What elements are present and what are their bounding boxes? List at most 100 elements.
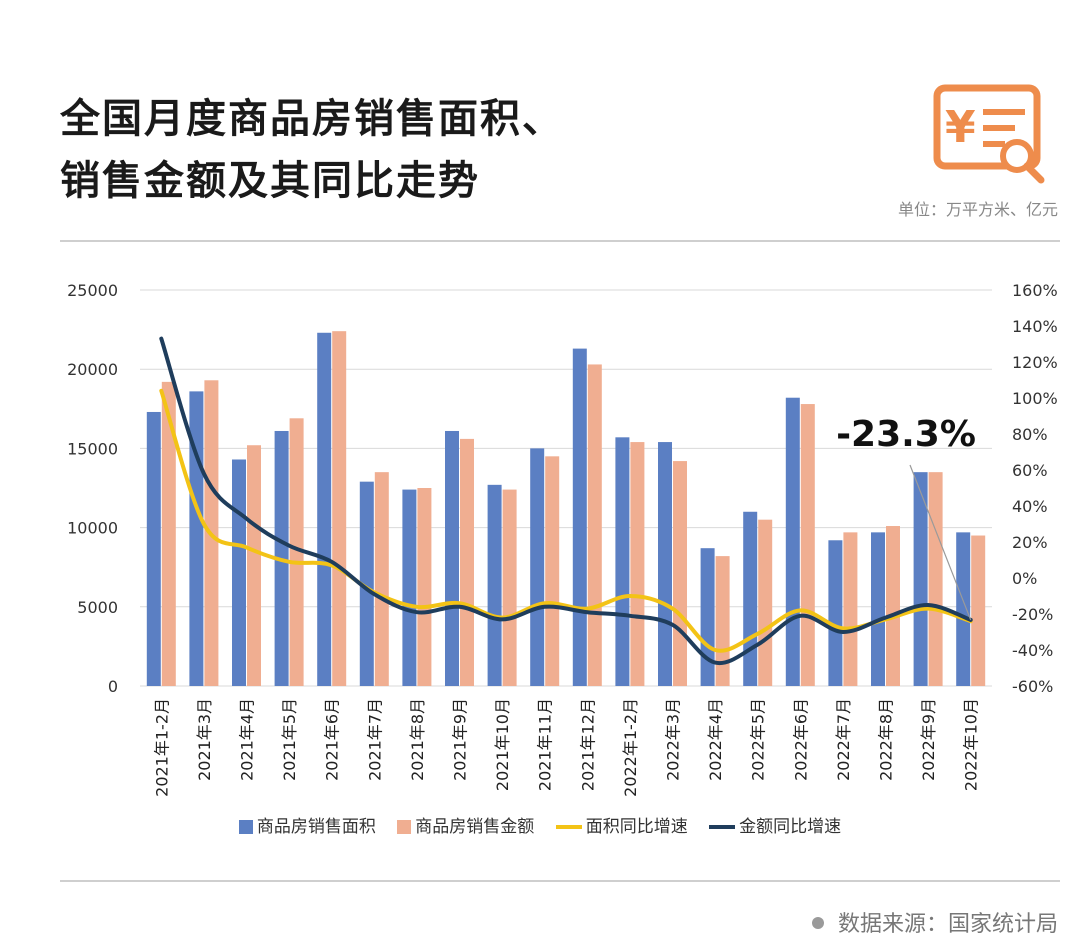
right-tick-label: 80% xyxy=(1012,425,1048,444)
category-label: 2022年6月 xyxy=(791,698,810,781)
amount-bar xyxy=(374,472,389,686)
amount-bar xyxy=(630,442,645,686)
legend-label-area: 商品房销售面积 xyxy=(256,817,376,837)
left-tick-label: 0 xyxy=(108,677,118,696)
amount-bar xyxy=(715,556,730,686)
legend-swatch-amount xyxy=(397,820,412,834)
area-bar xyxy=(785,397,800,686)
amount-bar xyxy=(332,331,347,686)
area-bar xyxy=(317,332,332,686)
area-growth-line xyxy=(159,388,973,653)
amount-bar xyxy=(928,472,943,686)
right-tick-label: -20% xyxy=(1012,605,1053,624)
category-label: 2022年5月 xyxy=(749,698,768,781)
left-tick-label: 5000 xyxy=(77,598,118,617)
area-bar xyxy=(700,548,715,686)
area-bar xyxy=(445,430,459,686)
category-label: 2021年7月 xyxy=(365,698,384,781)
category-label: 2021年9月 xyxy=(451,698,470,781)
title-line-1: 全国月度商品房销售面积、 xyxy=(60,96,564,142)
right-tick-label: 160% xyxy=(1012,281,1058,300)
category-label: 2021年3月 xyxy=(195,698,214,781)
svg-text:¥: ¥ xyxy=(945,102,976,153)
legend-item-area-growth: 面积同比增速 xyxy=(555,812,688,837)
sales-chart: 0 5000 10000 15000 20000 25000 -60% -40% -20% 0% 2… xyxy=(67,281,1058,797)
legend-label-area-growth: 面积同比增速 xyxy=(585,817,688,837)
category-label: 2022年8月 xyxy=(877,698,896,781)
right-tick-label: -60% xyxy=(1012,677,1053,696)
right-tick-label: 40% xyxy=(1012,497,1048,516)
area-bar xyxy=(487,484,502,686)
category-label: 2022年3月 xyxy=(664,698,683,781)
bottom-divider xyxy=(60,880,1060,882)
category-label: 2022年9月 xyxy=(919,698,938,781)
amount-bar xyxy=(289,418,304,686)
bullet-icon xyxy=(811,917,824,929)
amount-bar xyxy=(247,445,261,686)
right-tick-label: 120% xyxy=(1012,353,1058,372)
area-bar xyxy=(658,442,672,686)
page-title: 全国月度商品房销售面积、 销售金额及其同比走势 xyxy=(60,88,564,212)
legend-swatch-area xyxy=(238,820,253,834)
top-divider xyxy=(60,240,1060,242)
amount-bar xyxy=(460,438,474,686)
amount-bar xyxy=(587,364,602,686)
title-line-2: 销售金额及其同比走势 xyxy=(60,158,480,204)
amount-bar xyxy=(502,489,517,686)
category-label: 2021年4月 xyxy=(238,698,257,781)
area-bar xyxy=(828,540,843,686)
category-label: 2021年6月 xyxy=(323,698,342,781)
category-label: 2021年5月 xyxy=(280,698,299,781)
right-tick-label: 20% xyxy=(1012,533,1048,552)
amount-bar xyxy=(673,461,687,686)
legend-label-amount-growth: 金额同比增速 xyxy=(739,817,842,837)
amount-bar xyxy=(843,532,858,686)
amount-bar xyxy=(545,456,560,686)
area-bar xyxy=(871,532,885,686)
category-label: 2022年4月 xyxy=(706,698,725,781)
area-bar xyxy=(232,459,246,686)
area-bar xyxy=(956,532,971,686)
amount-growth-line xyxy=(159,336,973,666)
area-bar xyxy=(146,411,161,686)
right-tick-label: 60% xyxy=(1012,461,1048,480)
area-bar xyxy=(572,348,587,686)
amount-bar xyxy=(161,381,176,686)
area-bar xyxy=(913,472,928,686)
area-bar xyxy=(743,511,758,686)
amount-bar xyxy=(758,519,773,686)
category-label: 2022年7月 xyxy=(834,698,853,781)
area-bar xyxy=(359,481,374,686)
annotation-leader-line xyxy=(909,464,972,621)
area-bar xyxy=(615,437,630,686)
chart-legend: 商品房销售面积 商品房销售金额 面积同比增速 金额同比增速 xyxy=(0,812,1080,837)
unit-label: 单位：万平方米、亿元 xyxy=(897,200,1058,219)
category-label: 2022年1-2月 xyxy=(621,698,640,797)
amount-bar xyxy=(971,535,986,686)
category-label: 2021年1-2月 xyxy=(152,698,171,797)
legend-item-area: 商品房销售面积 xyxy=(238,812,376,837)
right-tick-label: 140% xyxy=(1012,317,1058,336)
data-source: 数据来源：国家统计局 xyxy=(811,906,1058,938)
annotation-label: -23.3% xyxy=(836,414,976,455)
left-tick-label: 10000 xyxy=(67,519,118,538)
category-label: 2021年11月 xyxy=(536,698,555,791)
legend-swatch-amount-growth xyxy=(709,825,736,829)
amount-bar xyxy=(800,404,815,686)
legend-item-amount: 商品房销售金额 xyxy=(397,812,534,837)
right-tick-label: 0% xyxy=(1012,569,1037,588)
category-label: 2021年8月 xyxy=(408,698,427,781)
data-source-text: 数据来源：国家统计局 xyxy=(837,912,1058,937)
left-tick-label: 15000 xyxy=(67,439,118,458)
right-tick-label: 100% xyxy=(1012,389,1058,408)
area-bar xyxy=(402,489,417,686)
legend-item-amount-growth: 金额同比增速 xyxy=(709,812,841,837)
legend-label-amount: 商品房销售金额 xyxy=(415,817,535,837)
category-label: 2021年10月 xyxy=(493,698,512,791)
left-tick-label: 25000 xyxy=(67,281,118,300)
right-tick-label: -40% xyxy=(1012,641,1053,660)
amount-bar xyxy=(886,526,900,686)
left-tick-label: 20000 xyxy=(67,360,118,379)
yuan-document-search-icon: ¥ xyxy=(933,84,1045,184)
category-label: 2022年10月 xyxy=(962,698,981,791)
